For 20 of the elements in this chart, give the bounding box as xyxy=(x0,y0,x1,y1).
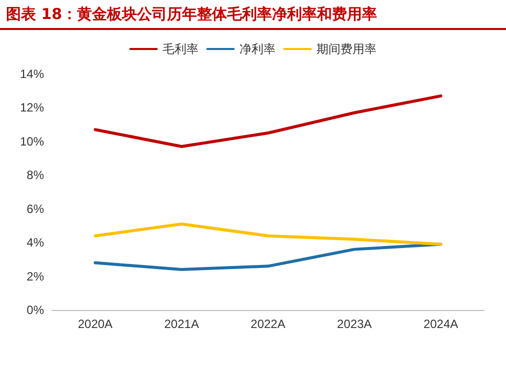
x-tick-label: 2023A xyxy=(337,317,372,331)
chart-title: 图表 18：黄金板块公司历年整体毛利率净利率和费用率 xyxy=(0,0,506,30)
legend-label: 净利率 xyxy=(240,42,276,56)
y-tick-label: 0% xyxy=(26,303,44,317)
x-tick-label: 2022A xyxy=(250,317,286,331)
y-tick-label: 10% xyxy=(20,134,44,148)
y-tick-label: 12% xyxy=(20,100,44,115)
x-tick-label: 2020A xyxy=(78,317,113,331)
y-tick-label: 2% xyxy=(26,269,44,284)
y-tick-label: 4% xyxy=(26,236,44,250)
line-series xyxy=(94,94,442,148)
legend-label: 毛利率 xyxy=(162,42,198,56)
y-tick-label: 8% xyxy=(26,168,44,182)
x-tick-label: 2021A xyxy=(164,317,199,331)
x-tick-label: 2024A xyxy=(423,317,458,331)
y-tick-label: 6% xyxy=(26,202,44,216)
legend-label: 期间费用率 xyxy=(316,42,376,56)
y-tick-label: 14% xyxy=(20,67,44,81)
line-series xyxy=(94,222,442,246)
line-series xyxy=(94,242,442,272)
